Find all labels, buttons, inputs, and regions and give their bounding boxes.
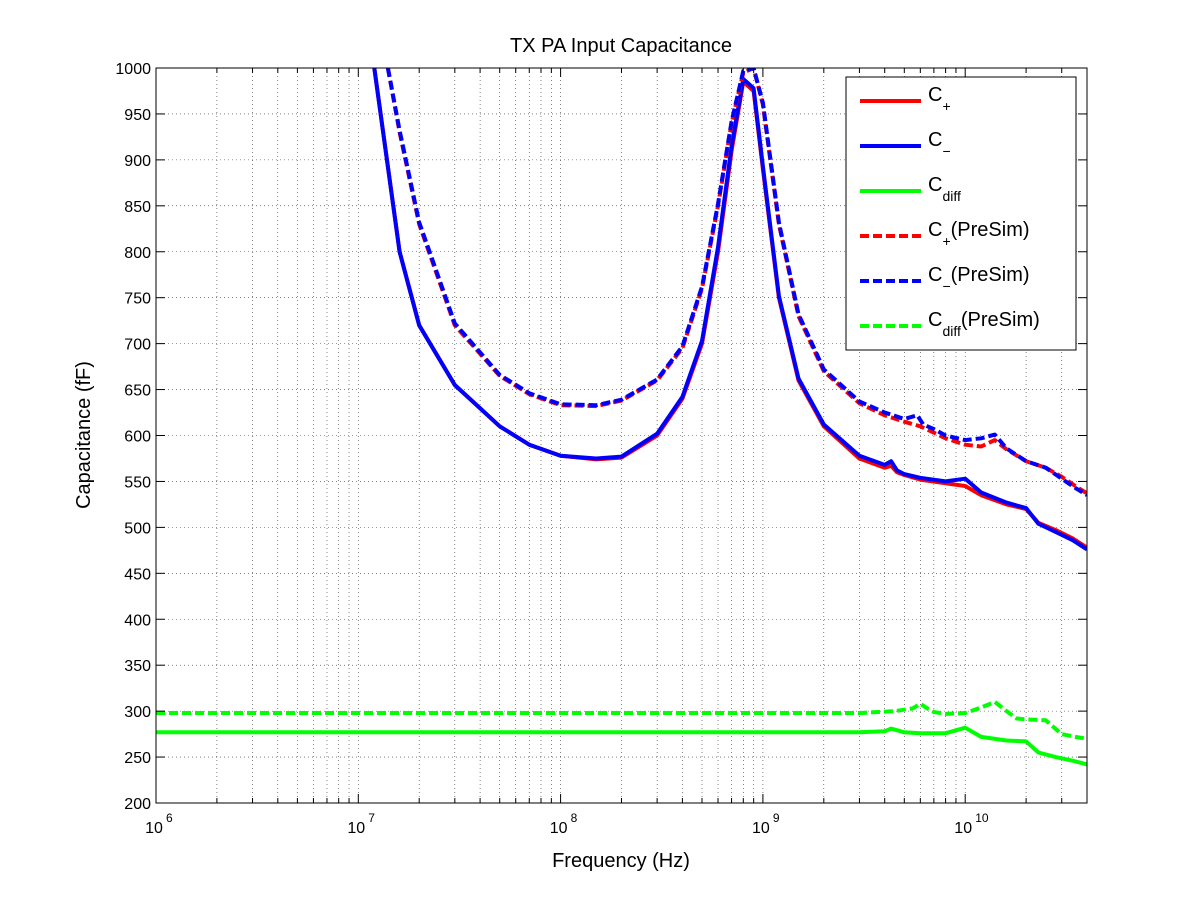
legend-label-suffix: (PreSim): [951, 264, 1030, 286]
x-tick-label: 10: [954, 820, 972, 837]
y-tick-label: 200: [124, 796, 151, 813]
y-tick-label: 400: [124, 612, 151, 629]
x-tick-label: 10: [752, 820, 770, 837]
legend: C+C−CdiffC+(PreSim)C−(PreSim)Cdiff(PreSi…: [845, 76, 1077, 351]
x-tick-label-exponent: 10: [975, 811, 989, 825]
legend-label-subscript: +: [942, 233, 950, 249]
y-tick-label: 500: [124, 520, 151, 537]
y-tick-label: 850: [124, 199, 151, 216]
y-tick-label: 650: [124, 383, 151, 400]
y-tick-label: 550: [124, 474, 151, 491]
series-line-4: [385, 68, 1087, 497]
legend-label-subscript: −: [942, 278, 950, 294]
y-tick-label: 750: [124, 291, 151, 308]
y-tick-label: 700: [124, 337, 151, 354]
series-line-5: [156, 699, 1087, 741]
y-tick-label: 800: [124, 245, 151, 262]
x-tick-label-exponent: 7: [368, 811, 375, 825]
x-tick-label-exponent: 8: [571, 811, 578, 825]
legend-label-suffix: (PreSim): [961, 309, 1040, 331]
y-tick-label: 1000: [115, 61, 151, 78]
series-line-2: [156, 725, 1087, 767]
y-axis-label: Capacitance (fF): [73, 361, 95, 509]
chart-title: TX PA Input Capacitance: [510, 35, 732, 57]
y-tick-label: 350: [124, 658, 151, 675]
legend-label-subscript: diff: [942, 188, 961, 204]
y-tick-label: 900: [124, 153, 151, 170]
x-tick-label-exponent: 9: [773, 811, 780, 825]
y-tick-label: 950: [124, 107, 151, 124]
legend-label-subscript: +: [942, 98, 950, 114]
x-tick-label: 10: [145, 820, 163, 837]
x-axis-label: Frequency (Hz): [552, 850, 690, 872]
y-tick-label: 600: [124, 429, 151, 446]
series-layer: [156, 68, 1087, 767]
legend-label-suffix: (PreSim): [951, 219, 1030, 241]
x-tick-label-exponent: 6: [166, 811, 173, 825]
tick-labels: 200 250 300 350 400 450 500 550 600 650 700 750 800 8…: [115, 61, 988, 837]
y-tick-label: 250: [124, 750, 151, 767]
x-tick-label: 10: [550, 820, 568, 837]
x-tick-label: 10: [347, 820, 365, 837]
legend-label-subscript: diff: [942, 323, 961, 339]
y-tick-label: 450: [124, 566, 151, 583]
legend-box: [845, 76, 1077, 351]
tick-marks: [155, 67, 1088, 804]
legend-label-subscript: −: [942, 143, 950, 159]
series-line-1: [372, 68, 1087, 552]
y-tick-label: 300: [124, 704, 151, 721]
grid-lines: [156, 68, 1087, 803]
